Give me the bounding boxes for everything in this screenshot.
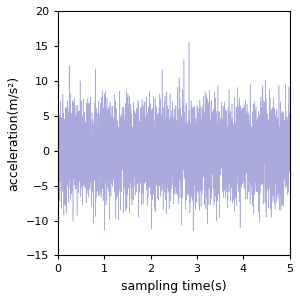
Y-axis label: acceleration(m/s²): acceleration(m/s²)	[7, 76, 20, 191]
X-axis label: sampling time(s): sampling time(s)	[121, 280, 226, 293]
